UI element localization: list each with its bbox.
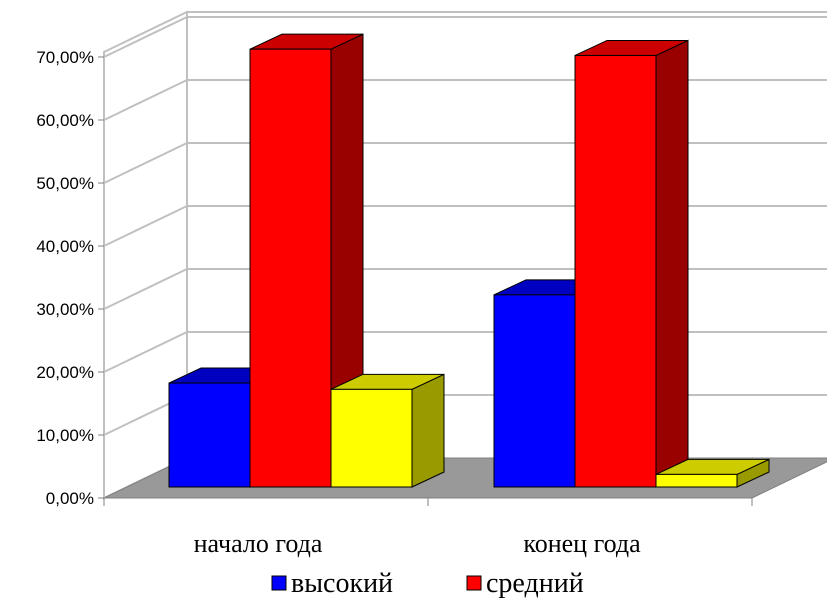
- bar-front: [574, 54, 657, 488]
- legend-swatch: [466, 575, 482, 591]
- bar-front: [249, 48, 332, 488]
- bar: [574, 39, 689, 488]
- legend-swatch: [271, 575, 287, 591]
- legend-label: высокий: [291, 568, 393, 599]
- legend-label: средний: [486, 568, 584, 599]
- bars: [168, 33, 770, 488]
- y-tick-label: 10,00%: [36, 426, 94, 445]
- x-category-label: конец года: [523, 529, 641, 558]
- y-tick-label: 0,00%: [46, 489, 94, 508]
- gridline: [103, 331, 827, 373]
- legend: высокий средний: [271, 568, 584, 599]
- gridline: [103, 142, 827, 184]
- bar-front: [330, 388, 413, 488]
- bar-side: [655, 39, 689, 488]
- x-category-label: начало года: [194, 529, 323, 558]
- y-tick-label: 20,00%: [36, 363, 94, 382]
- y-tick-label: 40,00%: [36, 237, 94, 256]
- x-axis: начало года конец года: [103, 497, 753, 558]
- gridline: [103, 268, 827, 310]
- bar-side: [411, 373, 445, 488]
- gridline: [103, 79, 827, 121]
- gridline: [103, 205, 827, 247]
- y-tick-label: 60,00%: [36, 111, 94, 130]
- y-axis: 0,00% 10,00% 20,00% 30,00% 40,00% 50,00% 60,00…: [36, 48, 105, 508]
- gridline: [103, 16, 827, 58]
- bar-front: [655, 473, 738, 488]
- bar-front: [493, 294, 576, 488]
- bar-front: [168, 382, 251, 488]
- y-tick-label: 30,00%: [36, 300, 94, 319]
- bar: [249, 33, 364, 488]
- bar: [655, 458, 770, 488]
- y-tick-label: 70,00%: [36, 48, 94, 67]
- bar: [330, 373, 445, 488]
- y-tick-label: 50,00%: [36, 174, 94, 193]
